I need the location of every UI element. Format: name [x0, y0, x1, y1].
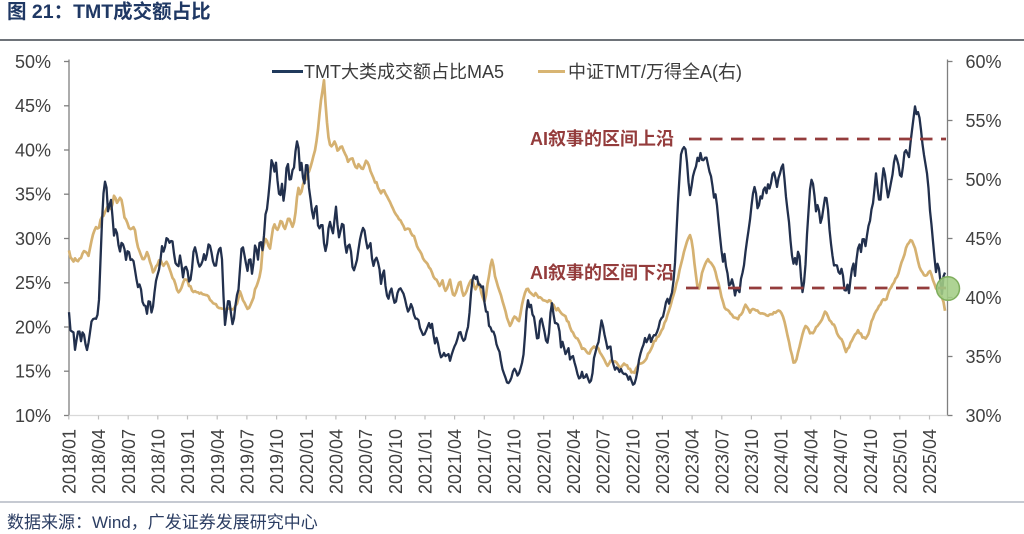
svg-text:2020/07: 2020/07: [356, 429, 376, 494]
svg-text:35%: 35%: [15, 185, 51, 205]
svg-text:15%: 15%: [15, 362, 51, 382]
svg-text:2023/07: 2023/07: [712, 429, 732, 494]
svg-text:2025/04: 2025/04: [920, 429, 940, 494]
svg-text:50%: 50%: [15, 52, 51, 72]
svg-text:30%: 30%: [966, 406, 1002, 426]
svg-text:2023/01: 2023/01: [653, 429, 673, 494]
svg-text:2022/04: 2022/04: [564, 429, 584, 494]
svg-text:2020/01: 2020/01: [297, 429, 317, 494]
svg-text:50%: 50%: [966, 170, 1002, 190]
svg-text:2019/10: 2019/10: [267, 429, 287, 494]
svg-text:30%: 30%: [15, 229, 51, 249]
svg-text:2019/04: 2019/04: [208, 429, 228, 494]
svg-text:2024/10: 2024/10: [861, 429, 881, 494]
svg-text:40%: 40%: [15, 140, 51, 160]
svg-text:45%: 45%: [966, 229, 1002, 249]
svg-text:10%: 10%: [15, 406, 51, 426]
svg-text:2018/04: 2018/04: [89, 429, 109, 494]
svg-text:2020/10: 2020/10: [386, 429, 406, 494]
svg-text:2023/10: 2023/10: [742, 429, 762, 494]
svg-text:45%: 45%: [15, 96, 51, 116]
svg-text:2024/07: 2024/07: [831, 429, 851, 494]
svg-text:2019/01: 2019/01: [178, 429, 198, 494]
svg-text:2021/10: 2021/10: [505, 429, 525, 494]
svg-text:35%: 35%: [966, 347, 1002, 367]
svg-text:2021/01: 2021/01: [416, 429, 436, 494]
svg-text:2024/01: 2024/01: [772, 429, 792, 494]
svg-text:55%: 55%: [966, 111, 1002, 131]
svg-text:2021/07: 2021/07: [475, 429, 495, 494]
svg-text:40%: 40%: [966, 288, 1002, 308]
svg-text:2022/01: 2022/01: [534, 429, 554, 494]
svg-text:60%: 60%: [966, 52, 1002, 72]
svg-text:2019/07: 2019/07: [238, 429, 258, 494]
svg-text:2024/04: 2024/04: [801, 429, 821, 494]
svg-text:25%: 25%: [15, 273, 51, 293]
svg-text:20%: 20%: [15, 317, 51, 337]
svg-text:2021/04: 2021/04: [445, 429, 465, 494]
svg-text:2022/10: 2022/10: [623, 429, 643, 494]
svg-text:2022/07: 2022/07: [594, 429, 614, 494]
svg-text:2018/10: 2018/10: [148, 429, 168, 494]
svg-text:2020/04: 2020/04: [327, 429, 347, 494]
svg-text:2018/07: 2018/07: [119, 429, 139, 494]
svg-text:2023/04: 2023/04: [683, 429, 703, 494]
svg-text:2018/01: 2018/01: [59, 429, 79, 494]
svg-text:2025/01: 2025/01: [890, 429, 910, 494]
